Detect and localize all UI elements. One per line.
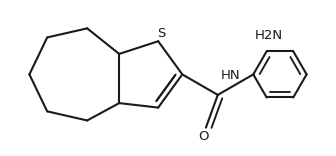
Text: H2N: H2N: [255, 29, 283, 42]
Text: HN: HN: [221, 69, 241, 82]
Text: O: O: [199, 130, 209, 143]
Text: S: S: [157, 27, 166, 40]
